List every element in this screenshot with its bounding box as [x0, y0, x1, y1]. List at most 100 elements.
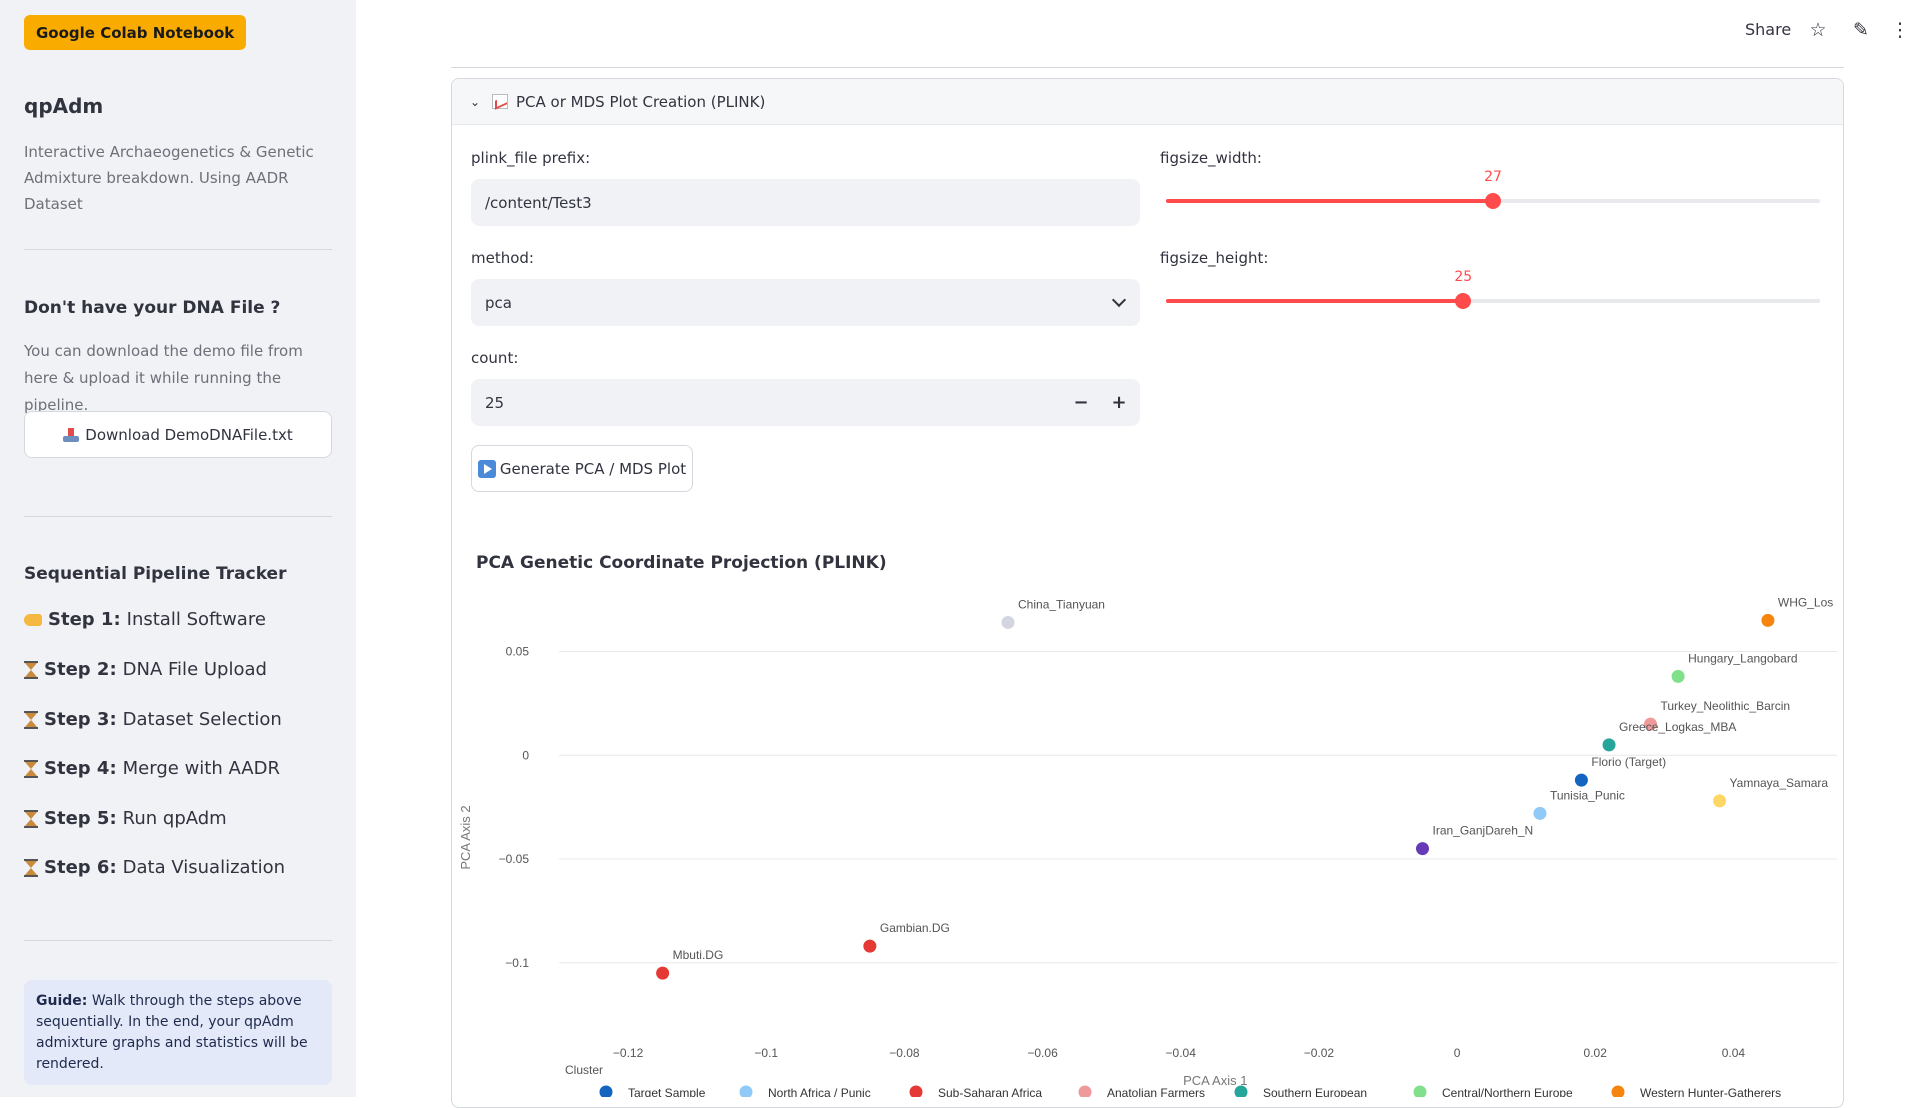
data-point	[1671, 669, 1685, 683]
data-point	[1533, 806, 1547, 820]
step-label: Data Visualization	[122, 857, 286, 878]
data-point-label: Tunisia_Punic	[1550, 788, 1625, 802]
colab-badge-link[interactable]: Google Colab Notebook	[24, 15, 247, 50]
sidebar-divider	[24, 249, 332, 250]
x-tick-label: −0.02	[1304, 1046, 1335, 1060]
legend-swatch	[909, 1085, 923, 1097]
data-point-label: Turkey_Neolithic_Barcin	[1660, 699, 1790, 713]
chevron-down-icon	[1111, 292, 1127, 308]
data-point	[863, 939, 877, 953]
y-axis-label: PCA Axis 2	[458, 805, 473, 869]
increment-button[interactable]: +	[1111, 392, 1127, 413]
chart-increasing-icon	[492, 94, 508, 109]
plink-prefix-label: plink_file prefix:	[471, 149, 591, 167]
sidebar: Google Colab Notebook qpAdm Interactive …	[0, 0, 356, 1097]
step-label: Dataset Selection	[122, 709, 282, 730]
hourglass-icon	[24, 858, 38, 877]
data-point-label: Greece_Logkas_MBA	[1619, 720, 1736, 734]
download-demo-button[interactable]: Download DemoDNAFile.txt	[24, 411, 332, 458]
step-number: Step 1:	[48, 609, 121, 630]
legend-swatch	[1413, 1085, 1427, 1097]
data-point-label: Hungary_Langobard	[1688, 651, 1797, 665]
slider-thumb[interactable]	[1485, 193, 1501, 209]
x-tick-label: 0.02	[1584, 1046, 1608, 1060]
guide-callout: Guide: Walk through the steps above sequ…	[24, 980, 332, 1085]
slider-value: 25	[1454, 269, 1473, 285]
download-demo-label: Download DemoDNAFile.txt	[85, 425, 293, 444]
legend-swatch	[1078, 1085, 1092, 1097]
expander-header[interactable]: ⌄ PCA or MDS Plot Creation (PLINK)	[452, 79, 1843, 125]
sidebar-divider	[24, 940, 332, 941]
step-item-6: Step 6: Data Visualization	[24, 857, 285, 878]
legend-swatch	[1234, 1085, 1248, 1097]
step-item-1: Step 1: Install Software	[24, 609, 266, 630]
legend-label: Anatolian Farmers	[1107, 1086, 1205, 1097]
count-label: count:	[471, 349, 519, 367]
hourglass-icon	[24, 710, 38, 729]
data-point-label: Yamnaya_Samara	[1730, 776, 1829, 790]
y-tick-label: 0.05	[506, 645, 530, 659]
x-tick-label: −0.1	[754, 1046, 778, 1060]
more-vertical-icon[interactable]: ⋮	[1890, 19, 1910, 41]
step-number: Step 5:	[44, 808, 117, 829]
legend-swatch	[1611, 1085, 1625, 1097]
step-label: Install Software	[126, 609, 266, 630]
generate-plot-button[interactable]: Generate PCA / MDS Plot	[471, 445, 693, 492]
data-point	[1001, 615, 1015, 629]
method-selected-value: pca	[485, 293, 512, 312]
hourglass-icon	[24, 660, 38, 679]
legend-label: Target Sample	[628, 1086, 706, 1097]
app-description: Interactive Archaeogenetics & Genetic Ad…	[24, 143, 314, 213]
pca-expander: ⌄ PCA or MDS Plot Creation (PLINK)	[451, 78, 1844, 1108]
data-point-label: Mbuti.DG	[673, 948, 724, 962]
guide-text: Walk through the steps above sequentiall…	[36, 993, 308, 1072]
content-divider	[451, 67, 1844, 68]
x-tick-label: −0.06	[1027, 1046, 1058, 1060]
data-point-label: Iran_GanjDareh_N	[1433, 824, 1534, 838]
x-tick-label: 0.04	[1722, 1046, 1746, 1060]
legend-swatch	[599, 1085, 613, 1097]
figsize-height-slider[interactable]: 25	[1166, 269, 1820, 309]
count-number-input[interactable]: 25 − +	[471, 379, 1140, 426]
legend-label: Central/Northern Europe	[1442, 1086, 1573, 1097]
slider-thumb[interactable]	[1455, 293, 1472, 309]
inbox-tray-icon	[63, 427, 80, 442]
sidebar-divider	[24, 516, 332, 517]
data-point-label: WHG_Los	[1778, 595, 1833, 609]
y-tick-label: −0.1	[505, 956, 529, 970]
legend-label: North Africa / Punic	[768, 1086, 871, 1097]
x-tick-label: −0.08	[889, 1046, 920, 1060]
data-point-label: Gambian.DG	[880, 921, 950, 935]
expander-title: PCA or MDS Plot Creation (PLINK)	[516, 92, 766, 111]
edit-pencil-icon[interactable]: ✎	[1853, 19, 1869, 41]
guide-label: Guide:	[36, 993, 88, 1009]
x-tick-label: −0.12	[613, 1046, 644, 1060]
step-number: Step 2:	[44, 659, 117, 680]
figsize-height-label: figsize_height:	[1160, 249, 1269, 267]
data-point	[1713, 794, 1727, 808]
plink-prefix-value: /content/Test3	[485, 193, 592, 212]
data-point	[1761, 613, 1775, 627]
data-point-label: China_Tianyuan	[1018, 597, 1105, 611]
method-label: method:	[471, 249, 534, 267]
dna-help-text: You can download the demo file from here…	[24, 342, 303, 414]
share-button[interactable]: Share	[1745, 20, 1792, 39]
figsize-width-label: figsize_width:	[1160, 149, 1262, 167]
star-icon[interactable]: ☆	[1809, 19, 1827, 41]
y-tick-label: 0	[522, 748, 529, 762]
x-tick-label: −0.04	[1166, 1046, 1197, 1060]
plink-prefix-input[interactable]: /content/Test3	[471, 179, 1140, 226]
figsize-width-slider[interactable]: 27	[1166, 169, 1820, 209]
y-tick-label: −0.05	[499, 852, 530, 866]
hourglass-icon	[24, 809, 38, 828]
data-point	[656, 966, 670, 980]
step-number: Step 4:	[44, 758, 117, 779]
legend-label: Sub-Saharan Africa	[938, 1086, 1042, 1097]
decrement-button[interactable]: −	[1073, 392, 1089, 413]
x-axis-label: PCA Axis 1	[1183, 1073, 1247, 1088]
step-label: Merge with AADR	[122, 758, 280, 779]
method-select[interactable]: pca	[471, 279, 1140, 326]
play-button-icon	[477, 459, 496, 478]
data-point	[1574, 773, 1588, 787]
dna-heading: Don't have your DNA File ?	[24, 298, 281, 318]
